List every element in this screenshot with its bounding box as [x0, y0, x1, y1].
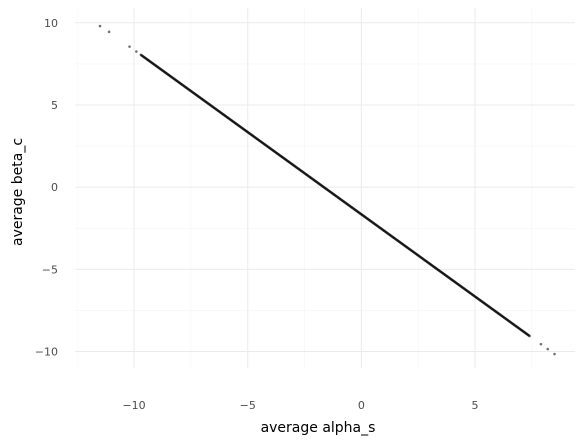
data-points [98, 24, 556, 356]
x-axis-title: average alpha_s [261, 420, 376, 436]
y-tick-label: 10 [44, 17, 58, 30]
x-tick-label: −5 [240, 399, 256, 412]
y-tick-label: −10 [35, 346, 58, 359]
y-axis-ticks: −10 −5 0 5 10 [35, 17, 58, 359]
data-point [135, 50, 138, 53]
data-point [98, 24, 102, 28]
data-point [107, 30, 111, 34]
x-tick-label: 5 [472, 399, 479, 412]
x-tick-label: 0 [358, 399, 365, 412]
y-axis-title: average beta_c [10, 138, 26, 246]
data-point [539, 342, 543, 346]
x-axis-ticks: −10 −5 0 5 [122, 399, 478, 412]
data-point [546, 347, 550, 351]
data-point [527, 334, 531, 337]
x-tick-label: −10 [122, 399, 145, 412]
y-tick-label: 5 [51, 99, 58, 112]
data-point [128, 45, 131, 48]
y-tick-label: 0 [51, 181, 58, 194]
data-point [553, 352, 556, 356]
major-gridlines [75, 8, 575, 368]
minor-gridlines [75, 8, 575, 368]
y-tick-label: −5 [42, 263, 58, 276]
